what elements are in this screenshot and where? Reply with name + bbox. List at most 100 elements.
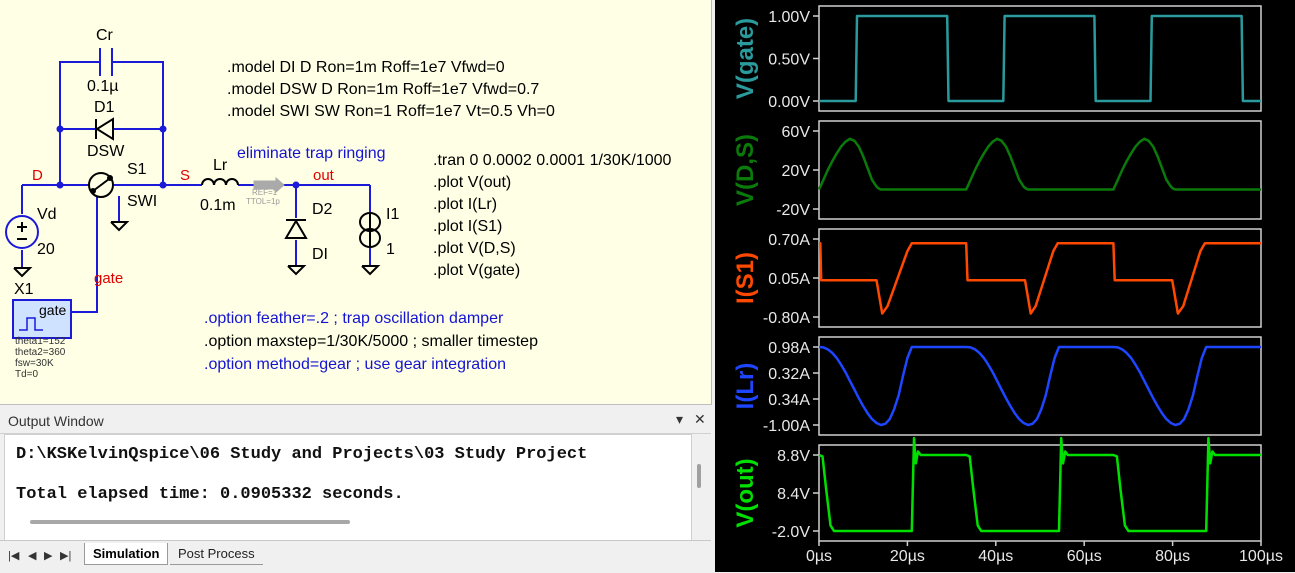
trap-ringing-note: eliminate trap ringing (237, 145, 386, 162)
i1-value: 1 (386, 241, 395, 258)
last-tab-icon[interactable]: ▶| (60, 550, 72, 562)
output-window-header: Output Window ▾ ✕ (0, 405, 711, 434)
series-name: V(D,S) (732, 134, 759, 206)
y-tick-label: 0.70A (768, 232, 810, 249)
theta2-param: theta2=360 (15, 347, 66, 358)
gate-symbol-label: gate (39, 302, 67, 318)
net-d-label: D (32, 167, 43, 184)
fsw-param: fsw=30K (15, 358, 54, 369)
d1-label: D1 (94, 99, 115, 116)
panel-frame (818, 336, 1262, 436)
output-window: Output Window ▾ ✕ D:\KSKelvinQspice\06 S… (0, 405, 711, 541)
series-name: I(S1) (732, 252, 759, 304)
y-tick-label: 1.00V (768, 9, 810, 26)
output-path-line: D:\KSKelvinQspice\06 Study and Projects\… (16, 445, 588, 464)
theta1-param: theta1=152 (15, 336, 66, 347)
y-tick-label: -0.80A (763, 310, 810, 327)
y-tick-label: 0.34A (768, 392, 810, 409)
y-tick-label: 8.8V (777, 448, 810, 465)
schematic-wires (5, 48, 381, 339)
option-feather: .option feather=.2 ; trap oscillation da… (204, 310, 504, 327)
y-tick-label: -1.00A (763, 418, 810, 435)
output-window-title: Output Window (8, 413, 104, 429)
model-di: .model DI D Ron=1m Roff=1e7 Vfwd=0 (227, 59, 505, 76)
cr-value: 0.1µ (87, 78, 119, 95)
plot-ilr-directive: .plot I(Lr) (433, 196, 498, 213)
option-maxstep: .option maxstep=1/30K/5000 ; smaller tim… (204, 333, 538, 350)
output-vertical-scrollbar[interactable] (692, 434, 707, 524)
series-name: V(gate) (732, 18, 759, 99)
y-tick-label: 0.05A (768, 271, 810, 288)
plot-vout-directive: .plot V(out) (433, 174, 512, 191)
dropdown-arrow-icon[interactable]: ▾ (676, 411, 684, 427)
panel-frame (818, 5, 1262, 112)
output-text-area[interactable]: D:\KSKelvinQspice\06 Study and Projects\… (4, 434, 692, 541)
plot-vgate-directive: .plot V(gate) (433, 262, 521, 279)
dsw-label: DSW (87, 143, 125, 160)
panel-frame (818, 444, 1262, 542)
model-swi: .model SWI SW Ron=1 Roff=1e7 Vt=0.5 Vh=0 (227, 103, 555, 120)
waveform-viewer[interactable]: 1.00V 0.50V 0.00V V(gate) 60V 20V -20V V(D,S) 0.… (715, 0, 1295, 572)
net-out-label: out (313, 167, 334, 184)
y-tick-label: 8.4V (777, 486, 810, 503)
tab-bar: |◀ ◀ ▶ ▶| Simulation Post Process (0, 540, 711, 573)
y-tick-label: 0.50V (768, 52, 810, 69)
panel-4: 8.8V 8.4V -2.0V V(out) (732, 436, 1262, 542)
y-tick-label: 0.00V (768, 94, 810, 111)
x-tick-label: 0µs (806, 548, 832, 565)
panel-frame (818, 228, 1262, 328)
first-tab-icon[interactable]: |◀ (8, 550, 20, 562)
ttol-param: TTOL=1p (246, 197, 280, 206)
plot-is1-directive: .plot I(S1) (433, 218, 503, 235)
prev-tab-icon[interactable]: ◀ (28, 550, 37, 562)
lr-value: 0.1m (200, 197, 236, 214)
y-tick-label: -20V (776, 202, 810, 219)
d2-label: D2 (312, 201, 333, 218)
close-icon[interactable]: ✕ (694, 411, 706, 427)
x1-label: X1 (14, 281, 34, 298)
cr-label: Cr (96, 27, 113, 44)
ref-param: REF=1 (252, 188, 278, 197)
series-line (817, 137, 1261, 191)
s1-label: S1 (127, 161, 147, 178)
plot-vds-directive: .plot V(D,S) (433, 240, 516, 257)
tran-directive: .tran 0 0.0002 0.0001 1/30K/1000 (433, 152, 672, 169)
x-tick-label: 80µs (1155, 548, 1190, 565)
elapsed-time-line: Total elapsed time: 0.0905332 seconds. (16, 485, 404, 504)
series-line (818, 436, 1261, 533)
net-s-label: S (180, 167, 191, 184)
y-tick-label: 60V (782, 124, 811, 141)
panel-0: 1.00V 0.50V 0.00V V(gate) (732, 5, 1262, 112)
di-label: DI (312, 246, 328, 263)
model-dsw: .model DSW D Ron=1m Roff=1e7 Vfwd=0.7 (227, 81, 540, 98)
i1-label: I1 (386, 206, 400, 223)
output-horizontal-scrollbar[interactable] (30, 520, 350, 524)
series-line (818, 345, 1261, 427)
vd-label: Vd (37, 206, 57, 223)
y-tick-label: 20V (782, 163, 811, 180)
x-tick-label: 40µs (978, 548, 1013, 565)
x-tick-label: 20µs (890, 548, 925, 565)
option-method: .option method=gear ; use gear integrati… (204, 356, 506, 373)
vd-value: 20 (37, 241, 55, 258)
schematic-pane[interactable]: Cr 0.1µ D1 DSW S1 SWI Lr 0.1m D2 DI I1 1… (0, 0, 712, 405)
next-tab-icon[interactable]: ▶ (44, 550, 53, 562)
panel-1: 60V 20V -20V V(D,S) (732, 120, 1262, 220)
swi-label: SWI (127, 193, 158, 210)
tab-post-process[interactable]: Post Process (170, 543, 263, 565)
x-tick-label: 60µs (1067, 548, 1102, 565)
tab-simulation[interactable]: Simulation (84, 543, 169, 565)
y-tick-label: 0.32A (768, 366, 810, 383)
lr-label: Lr (213, 157, 228, 174)
series-name: V(out) (732, 458, 759, 527)
y-tick-label: 0.98A (768, 340, 810, 357)
y-tick-label: -2.0V (772, 524, 811, 541)
series-name: I(Lr) (732, 363, 759, 410)
series-line (819, 242, 1261, 315)
series-line (819, 14, 1261, 103)
waveform-plots: 1.00V 0.50V 0.00V V(gate) 60V 20V -20V V(D,S) 0.… (732, 5, 1283, 565)
panel-frame (818, 120, 1262, 220)
net-gate-label: gate (94, 270, 124, 287)
